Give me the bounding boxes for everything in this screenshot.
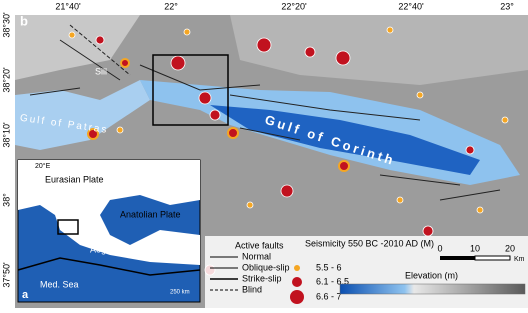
inset-label: Eurasian Plate	[45, 174, 104, 184]
legend-title: Active faults	[235, 240, 284, 250]
subduction	[17, 257, 201, 276]
legend-item: Oblique-slip	[242, 262, 290, 272]
scale-bar	[440, 256, 475, 260]
lon-label: 23°	[500, 1, 514, 11]
lon-label: 22°20'	[281, 1, 307, 11]
magnitude-key	[290, 290, 304, 304]
panel-label: b	[20, 13, 28, 28]
scale-unit: Km	[514, 256, 525, 263]
place-label: Sill	[95, 66, 107, 76]
legend-item: 6.6 - 7	[316, 291, 342, 301]
scale-label: 0	[437, 243, 442, 253]
lat-labels: 38°30' 38°20' 38°10' 38° 37°50'	[1, 12, 11, 288]
legend-item: Strike-slip	[242, 273, 282, 283]
lat-label: 38°10'	[1, 122, 11, 148]
seismicity-circles	[68, 26, 509, 276]
inset: 20°E Eurasian Plate Black Sea Anatolian …	[17, 159, 201, 303]
magnitude-key	[294, 265, 300, 271]
inset-label: Aegean Sea	[90, 244, 140, 254]
inset-land	[18, 160, 200, 265]
legend-item: 5.5 - 6	[316, 262, 342, 272]
inset-label: Med. Sea	[40, 279, 79, 289]
gulf-deep	[210, 105, 480, 175]
lon-label: 21°40'	[55, 1, 81, 11]
legend-title: Seismicity 550 BC -2010 AD (M)	[305, 238, 434, 248]
inset-scale: 250 km	[170, 290, 190, 296]
legend-title: Elevation (m)	[405, 270, 458, 280]
magnitude-key	[292, 277, 302, 287]
inset-label: Black Sea	[140, 172, 181, 182]
inset-label: 20°E	[35, 162, 51, 170]
terrain-high	[15, 15, 140, 80]
fault-keys	[210, 256, 238, 291]
legend-bg	[205, 236, 528, 308]
terrain-mid	[230, 15, 528, 85]
inset-box	[57, 219, 79, 235]
lat-label: 38°	[1, 193, 11, 207]
scale-bar	[474, 255, 511, 261]
faults	[29, 24, 501, 201]
panel-label: a	[22, 289, 29, 301]
lat-label: 38°30'	[1, 12, 11, 38]
scale-label: 10	[470, 243, 480, 253]
lon-label: 22°40'	[398, 1, 424, 11]
lat-label: 38°20'	[1, 67, 11, 93]
legend-item: Blind	[242, 284, 262, 294]
lon-label: 22°	[164, 1, 178, 11]
legend: Active faults Normal Oblique-slip Strike…	[205, 236, 528, 308]
gulf-patras	[15, 80, 150, 150]
inset-label: Anatolian Plate	[120, 209, 181, 219]
legend-item: Normal	[242, 251, 271, 261]
lon-labels: 21°40' 22° 22°20' 22°40' 23°	[55, 1, 514, 11]
legend-item: 6.1 - 6.5	[316, 276, 349, 286]
elevation-bar	[339, 283, 526, 295]
lat-label: 37°50'	[1, 262, 11, 288]
scale-label: 20	[505, 243, 515, 253]
study-box	[152, 54, 229, 126]
